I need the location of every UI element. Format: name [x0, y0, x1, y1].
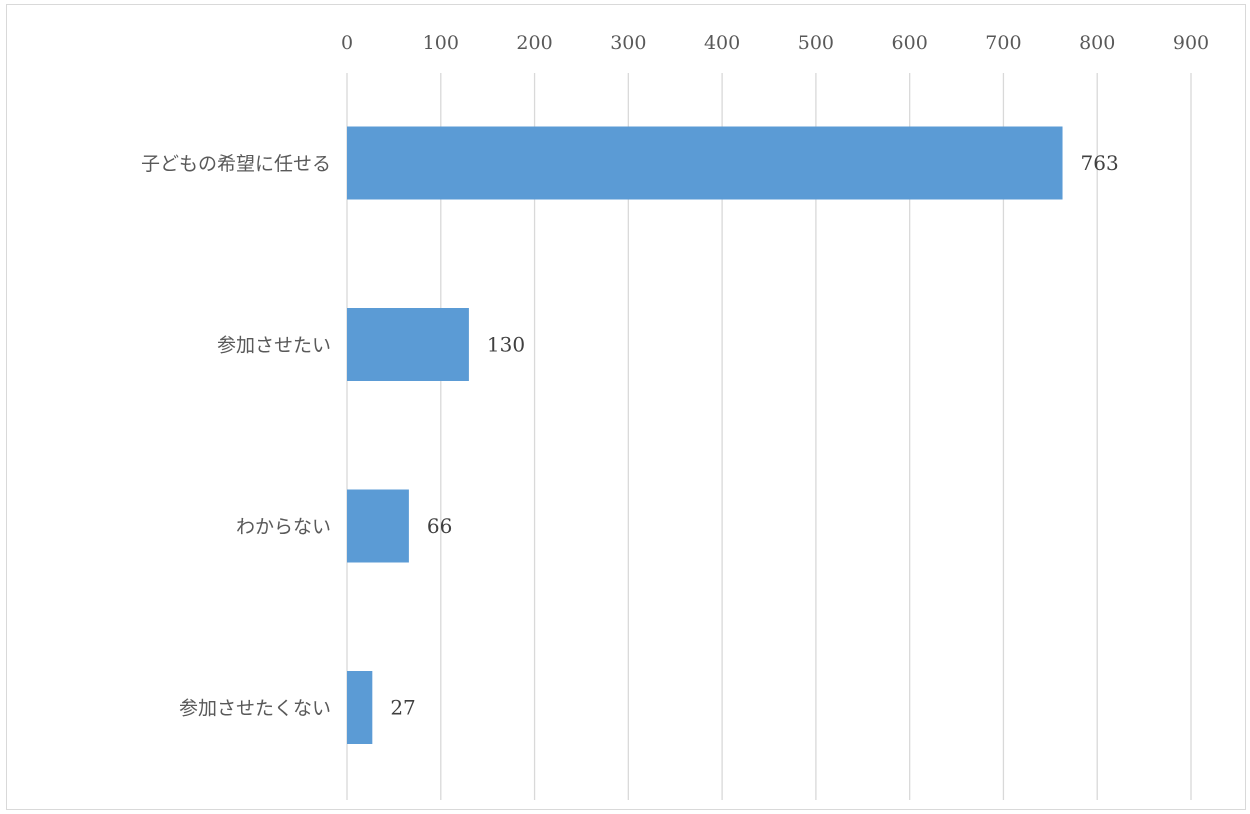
bar	[347, 308, 469, 381]
x-tick-label: 800	[1079, 32, 1115, 54]
x-tick-label: 600	[892, 32, 928, 54]
category-label: 子どもの希望に任せる	[141, 153, 331, 175]
x-tick-label: 500	[798, 32, 834, 54]
data-label: 763	[1081, 151, 1119, 175]
bar	[347, 489, 409, 563]
category-label: わからない	[236, 516, 331, 538]
x-tick-label: 200	[516, 32, 552, 54]
data-label: 130	[487, 333, 525, 357]
x-tick-label: 300	[610, 32, 646, 54]
category-label: 参加させたくない	[179, 698, 331, 720]
data-label: 66	[427, 514, 452, 538]
x-tick-label: 100	[423, 32, 459, 54]
x-tick-label: 700	[985, 32, 1021, 54]
x-tick-label: 900	[1173, 32, 1209, 54]
bar	[347, 126, 1063, 200]
x-tick-label: 0	[341, 32, 353, 54]
bar	[347, 671, 373, 744]
category-label: 参加させたい	[217, 335, 331, 357]
x-tick-label: 400	[704, 32, 740, 54]
data-label: 27	[390, 696, 415, 720]
